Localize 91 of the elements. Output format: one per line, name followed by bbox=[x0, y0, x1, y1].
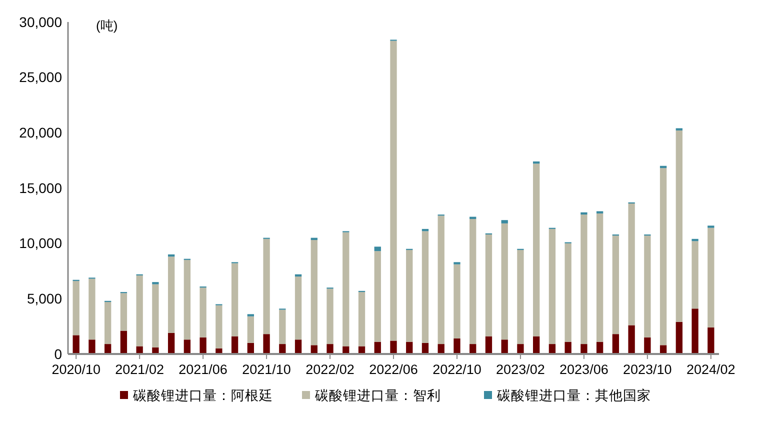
bar bbox=[120, 330, 128, 354]
x-tick-label: 2023/02 bbox=[496, 362, 545, 377]
bar bbox=[422, 231, 429, 343]
bar bbox=[660, 168, 667, 346]
bar bbox=[564, 342, 572, 354]
y-tick-label: 15,000 bbox=[19, 180, 62, 196]
bar bbox=[231, 263, 238, 336]
bar bbox=[485, 234, 492, 336]
bar bbox=[184, 340, 191, 354]
y-tick-label: 20,000 bbox=[19, 124, 62, 141]
bar bbox=[310, 240, 318, 346]
legend-label: 碳酸锂进口量：智利 bbox=[314, 388, 441, 403]
bar bbox=[342, 232, 350, 346]
y-axis-title: (吨) bbox=[96, 18, 118, 33]
bar bbox=[564, 243, 572, 342]
bar bbox=[247, 316, 254, 343]
bar bbox=[692, 238, 698, 242]
bar bbox=[406, 250, 413, 342]
bar bbox=[390, 40, 397, 341]
bar bbox=[390, 340, 397, 354]
bar bbox=[692, 241, 698, 309]
x-tick-label: 2021/10 bbox=[242, 362, 291, 377]
bar bbox=[374, 251, 381, 342]
bar bbox=[88, 340, 96, 354]
bar bbox=[517, 250, 524, 344]
x-tick-label: 2020/10 bbox=[52, 362, 100, 377]
y-tick-label: 5,000 bbox=[26, 290, 62, 307]
x-tick-label: 2022/02 bbox=[306, 362, 354, 377]
y-tick-label: 0 bbox=[54, 346, 62, 362]
bar bbox=[72, 280, 80, 336]
x-tick-label: 2022/10 bbox=[432, 362, 482, 377]
x-tick-label: 2024/02 bbox=[686, 362, 736, 377]
x-tick-label: 2021/06 bbox=[178, 362, 228, 377]
bar bbox=[708, 228, 714, 328]
bar bbox=[676, 322, 682, 354]
bar bbox=[548, 228, 556, 344]
bar bbox=[168, 332, 175, 354]
bar bbox=[104, 302, 112, 344]
bar bbox=[184, 260, 191, 340]
bar bbox=[580, 212, 588, 215]
bar bbox=[326, 344, 334, 354]
bar bbox=[501, 220, 508, 224]
bar bbox=[326, 288, 334, 344]
bar bbox=[692, 308, 698, 354]
bar bbox=[501, 223, 508, 340]
bar bbox=[612, 334, 620, 354]
bar bbox=[294, 340, 302, 354]
bar bbox=[580, 214, 588, 344]
bar bbox=[374, 246, 381, 252]
bar bbox=[358, 292, 366, 346]
bar bbox=[628, 325, 635, 354]
x-tick-label: 2023/06 bbox=[560, 362, 608, 377]
y-tick-label: 30,000 bbox=[19, 14, 62, 30]
bar bbox=[644, 236, 651, 338]
bar bbox=[501, 340, 508, 354]
bar bbox=[533, 336, 540, 354]
bar bbox=[676, 130, 682, 322]
bar bbox=[533, 164, 540, 336]
bar bbox=[120, 293, 128, 331]
bar bbox=[644, 337, 651, 354]
x-tick-label: 2022/06 bbox=[369, 362, 418, 377]
legend-label: 碳酸锂进口量：其他国家 bbox=[496, 388, 651, 403]
bar bbox=[168, 256, 175, 333]
bar bbox=[294, 276, 302, 340]
y-tick-label: 10,000 bbox=[19, 235, 62, 252]
bar bbox=[200, 337, 206, 354]
bar bbox=[216, 305, 222, 348]
legend-label: 碳酸锂进口量：阿根廷 bbox=[132, 388, 273, 403]
bar bbox=[136, 275, 143, 346]
y-tick-label: 25,000 bbox=[19, 69, 62, 86]
bar bbox=[231, 336, 238, 354]
bar bbox=[517, 344, 524, 354]
bar bbox=[708, 327, 714, 354]
bar bbox=[628, 203, 635, 326]
bar bbox=[454, 264, 460, 339]
bar bbox=[580, 344, 588, 354]
bar bbox=[88, 278, 96, 340]
bar bbox=[470, 218, 476, 344]
bar bbox=[612, 236, 620, 334]
x-tick-label: 2021/02 bbox=[115, 362, 164, 377]
bar bbox=[72, 335, 80, 354]
bar bbox=[263, 238, 270, 334]
bar bbox=[596, 213, 604, 342]
bar bbox=[485, 336, 492, 354]
bar bbox=[454, 338, 460, 354]
x-tick-label: 2023/10 bbox=[623, 362, 672, 377]
bar bbox=[152, 284, 159, 348]
bar bbox=[263, 334, 270, 354]
bar bbox=[200, 288, 206, 338]
bar bbox=[279, 310, 286, 344]
bar bbox=[438, 216, 444, 344]
